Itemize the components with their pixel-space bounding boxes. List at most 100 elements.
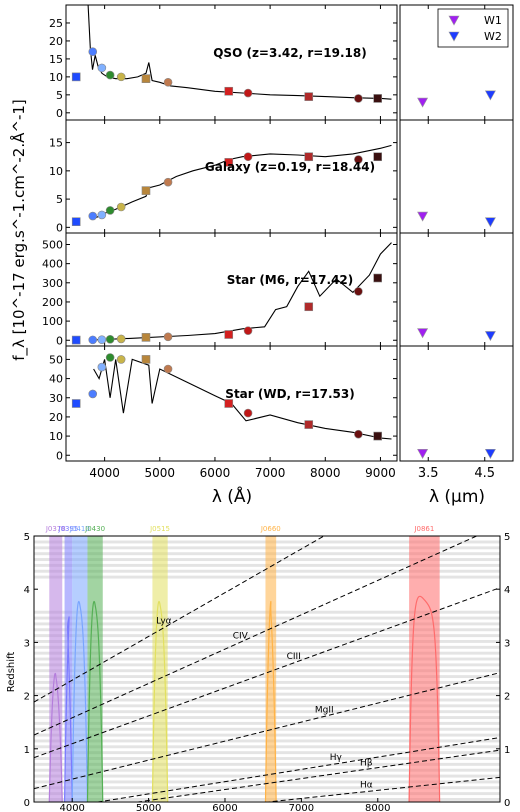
y-tick-label: 20 [49,35,63,48]
photometry-circle [243,326,253,335]
filter-band [49,536,63,802]
redshift-x-tick-label: 6000 [212,803,237,812]
filter-label: J0410 [69,525,90,533]
photometry-circle [116,202,126,212]
filter-label: J0861 [413,525,434,533]
photometry-circle [88,335,98,345]
photometry-circle [88,389,98,399]
spectra-y-axis-label: f_λ [10^-17 erg.s^-1.cm^-2.Å^-1] [9,99,29,361]
wise-x-axis-label: λ (μm) [429,487,485,507]
spectrum-line [87,4,392,100]
spectrum-line [93,242,392,341]
filter-curve [48,672,63,802]
spectra-x-tick-label: 5000 [145,466,176,480]
redshift-plot-area: Lyα CIV CIII MgII Hγ Hβ Hα [34,536,500,802]
redshift-y-tick-label-right: 1 [504,745,510,756]
photometry-circle [243,152,253,162]
wise-marker-w2 [484,90,496,101]
filter-band [64,536,73,802]
spectra-x-tick-label: 4000 [89,466,120,480]
photometry-circle [116,334,126,344]
spectrum-panel: 0 10 20 30 40 50 Star (WD, r=17.53) [49,345,398,462]
filter-curve [408,595,441,802]
photometry-square [224,158,234,167]
redshift-x-tick-label: 8000 [365,803,390,812]
photometry-circle [163,77,173,87]
wise-marker-w1 [417,211,429,222]
photometry-circle [105,334,115,344]
photometry-circle [354,155,363,164]
redshift-y-tick-label-right: 2 [504,692,510,703]
spectra-x-axis-label: λ (Å) [212,485,252,507]
redshift-x-tick-label: 4000 [59,803,84,812]
photometry-square [373,273,382,283]
spectrum-panel: 0 5 10 15 20 25 QSO (z=3.42, r=19.18) [49,4,398,121]
redshift-y-tick-label-right: 5 [504,532,510,543]
spectrum-panel-frame [65,345,398,462]
photometry-circle [354,429,363,439]
spectrum-panel: 0 5 10 15 Galaxy (z=0.19, r=18.44) [49,119,398,234]
y-tick-label: 500 [42,238,63,251]
photometry-square [71,399,81,408]
emission-line-track [34,536,325,703]
redshift-y-tick-label-left: 5 [24,532,30,543]
filter-band [409,536,440,802]
y-tick-label: 0 [56,334,63,347]
redshift-y-axis-label: Redshift [6,652,17,693]
photometry-square [304,92,314,101]
filter-band [265,536,277,802]
photometry-square [373,152,382,162]
redshift-y-tick-label-left: 0 [24,798,30,809]
photometry-square [71,335,81,345]
emission-line-label: Hα [360,781,373,791]
object-label: QSO (z=3.42, r=19.18) [213,46,367,60]
y-tick-label: 20 [49,411,63,424]
filter-curve [151,600,169,802]
redshift-y-tick-label-left: 2 [24,692,30,703]
redshift-x-tick-label: 7000 [289,803,314,812]
y-tick-label: 0 [56,449,63,462]
photometry-circle [97,362,107,372]
y-tick-label: 15 [49,53,63,66]
y-tick-label: 30 [49,392,63,405]
photometry-circle [163,332,173,342]
filter-label: J0660 [260,525,281,533]
y-tick-label: 400 [42,258,63,271]
photometry-circle [97,63,107,73]
filter-curve [86,600,104,802]
photometry-square [224,399,234,408]
y-tick-label: 10 [49,165,63,178]
object-label: Galaxy (z=0.19, r=18.44) [205,160,375,174]
emission-line-track [134,749,500,802]
wise-panel-frame [399,345,514,462]
emission-line-label: Lyα [156,617,172,627]
redshift-y-tick-label-right: 0 [504,798,510,809]
redshift-y-tick-label-right: 4 [504,585,510,596]
redshift-panel: Lyα CIV CIII MgII Hγ Hβ Hα J0378J0395J0410J0430… [24,525,511,812]
filter-band [72,536,88,802]
redshift-y-tick-label-right: 3 [504,638,510,649]
wise-marker-w2 [484,331,496,342]
photometry-circle [243,408,253,418]
photometry-square [141,333,151,342]
spectra-x-tick-label: 9000 [365,466,396,480]
spectra-x-tick-label: 8000 [310,466,341,480]
photometry-square [373,94,382,103]
spectrum-panel: 0 100 200 300 400 500 Star (M6, r=17.42) [42,232,398,347]
spectrum-line [93,144,392,220]
photometry-circle [163,364,173,374]
y-tick-label: 50 [49,353,63,366]
y-tick-label: 100 [42,315,63,328]
photometry-square [141,74,151,83]
wise-marker-w1 [417,328,429,339]
photometry-square [141,355,151,364]
photometry-circle [97,335,107,344]
y-tick-label: 200 [42,296,63,309]
photometry-circle [116,355,126,364]
photometry-circle [116,72,126,82]
emission-line-track [34,536,478,736]
emission-line-label: Hβ [360,758,373,768]
spectra-x-tick-label: 7000 [255,466,286,480]
y-tick-label: 5 [56,89,63,102]
